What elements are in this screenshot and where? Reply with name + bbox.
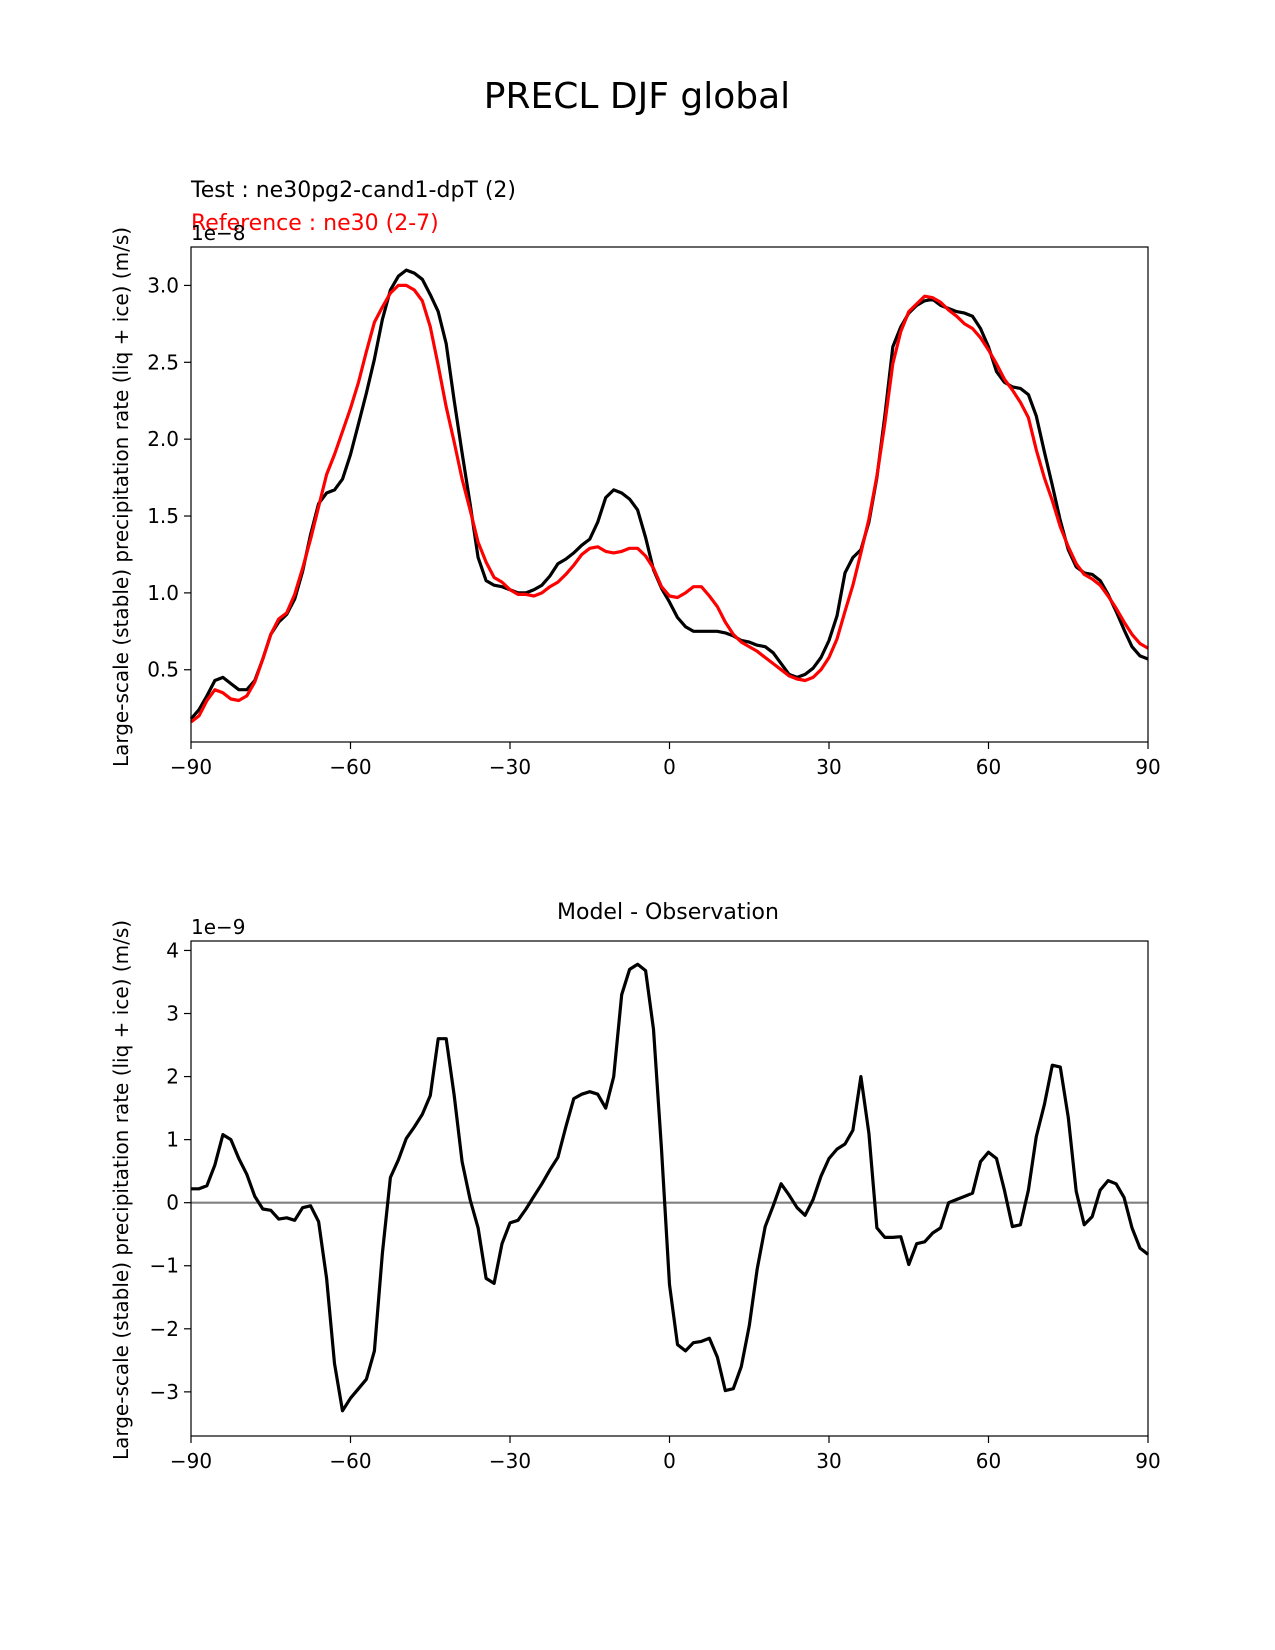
bottom-ytick-label: 3: [166, 1002, 179, 1026]
bottom-offset-label: 1e−9: [191, 915, 246, 939]
top-chart: Test : ne30pg2-cand1-dpT (2) Reference :…: [109, 178, 1161, 779]
top-offset-label: 1e−8: [191, 221, 246, 245]
bottom-chart: Model - Observation 1e−9 Large-scale (st…: [109, 900, 1161, 1473]
top-series-line-0: [189, 268, 1149, 720]
bottom-title: Model - Observation: [557, 900, 779, 925]
top-ylabel: Large-scale (stable) precipitation rate …: [109, 227, 133, 767]
bottom-plot-area: −90 −60 −30 0 30 60 90 −3 −2 −1 0 1 2 3 4: [150, 938, 1161, 1473]
top-ytick-label: 1.5: [147, 504, 179, 528]
top-ytick-label: 0.5: [147, 658, 179, 682]
figure-title: PRECL DJF global: [484, 76, 790, 117]
bottom-ytick-label: 2: [166, 1065, 179, 1089]
bottom-ytick-label: 1: [166, 1128, 179, 1152]
top-xtick-label: −90: [170, 755, 212, 779]
top-series-line-1: [190, 283, 1149, 724]
bottom-xtick-label: −90: [170, 1449, 212, 1473]
bottom-ytick-label: −2: [150, 1317, 179, 1341]
bottom-ytick-label: 4: [166, 938, 179, 962]
top-ytick-label: 2.5: [147, 350, 179, 374]
bottom-xtick-label: −30: [489, 1449, 531, 1473]
bottom-xtick-label: 0: [663, 1449, 676, 1473]
bottom-xtick-label: 90: [1135, 1449, 1160, 1473]
top-ytick-label: 3.0: [147, 273, 179, 297]
top-ytick-label: 2.0: [147, 427, 179, 451]
top-plot-area: −90 −60 −30 0 30 60 90 0.5 1.0 1.5 2.0 2.5 3.0: [147, 246, 1161, 779]
bottom-xtick-label: 60: [976, 1449, 1001, 1473]
bottom-ytick-label: −1: [150, 1254, 179, 1278]
reference-title: Reference : ne30 (2-7): [191, 211, 439, 236]
top-xtick-label: 0: [663, 755, 676, 779]
top-xtick-label: −30: [489, 755, 531, 779]
top-xtick-label: 30: [816, 755, 841, 779]
top-xtick-label: 60: [976, 755, 1001, 779]
top-xtick-label: 90: [1135, 755, 1160, 779]
top-ytick-label: 1.0: [147, 581, 179, 605]
top-xtick-label: −60: [329, 755, 371, 779]
bottom-series-line-0: [191, 962, 1149, 1413]
test-title: Test : ne30pg2-cand1-dpT (2): [190, 178, 516, 203]
bottom-ylabel: Large-scale (stable) precipitation rate …: [109, 920, 133, 1460]
bottom-xtick-label: 30: [816, 1449, 841, 1473]
bottom-xtick-label: −60: [329, 1449, 371, 1473]
bottom-ytick-label: 0: [166, 1191, 179, 1215]
bottom-ytick-label: −3: [150, 1380, 179, 1404]
